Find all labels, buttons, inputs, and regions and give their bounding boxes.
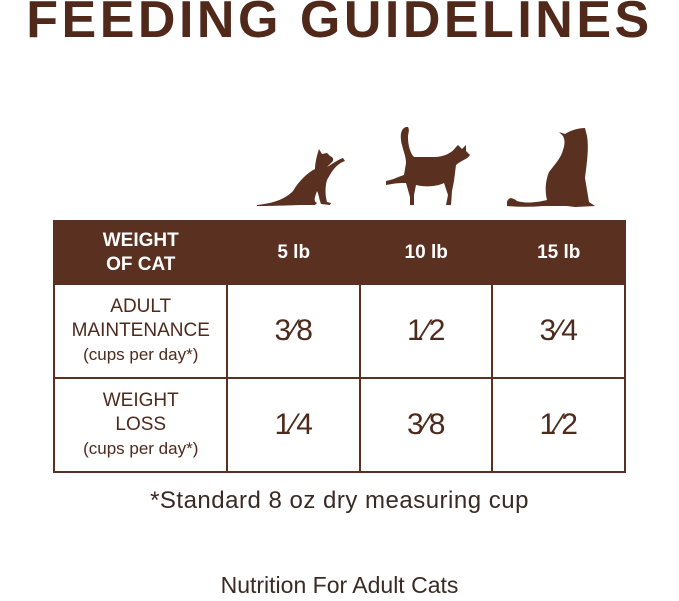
page-title: FEEDING GUIDELINES [26, 0, 653, 49]
header-label-line2: OF CAT [106, 253, 176, 275]
cell-value: 3⁄8 [226, 283, 361, 379]
footnote: *Standard 8 oz dry measuring cup [150, 487, 529, 514]
row-label-sub: (cups per day*) [83, 439, 199, 458]
cell-value: 1⁄4 [226, 377, 361, 473]
row-label-line1: WEIGHT [102, 390, 179, 411]
cell-value: 1⁄2 [358, 283, 494, 379]
table-header-row: WEIGHT OF CAT 5 lb 10 lb 15 lb [52, 220, 626, 285]
header-15lb: 15 lb [491, 220, 626, 285]
cat-sitting-icon [507, 128, 595, 207]
row-label-line2: LOSS [115, 414, 167, 435]
table-row-adult-maintenance: ADULT MAINTENANCE (cups per day*) 3⁄8 1⁄2 … [52, 283, 626, 379]
cell-value: 3⁄4 [491, 283, 626, 379]
cell-value: 3⁄8 [358, 377, 494, 473]
cell-value: 1⁄2 [491, 377, 626, 473]
header-10lb: 10 lb [358, 220, 494, 285]
row-label-line2: MAINTENANCE [71, 320, 210, 341]
table-row-weight-loss: WEIGHT LOSS (cups per day*) 1⁄4 3⁄8 1⁄2 [52, 377, 626, 473]
caption: Nutrition For Adult Cats [220, 572, 459, 598]
header-weight-of-cat: WEIGHT OF CAT [52, 220, 229, 285]
row-label-sub: (cups per day*) [83, 345, 199, 364]
row-label: WEIGHT LOSS (cups per day*) [52, 377, 229, 473]
feeding-table: WEIGHT OF CAT 5 lb 10 lb 15 lb ADULT MAINT… [52, 220, 626, 473]
header-5lb: 5 lb [226, 220, 361, 285]
row-label: ADULT MAINTENANCE (cups per day*) [52, 283, 229, 379]
row-label-line1: ADULT [110, 296, 172, 317]
header-label-line1: WEIGHT [102, 229, 179, 251]
cat-walking-icon [386, 127, 470, 205]
cat-playing-icon [257, 149, 345, 206]
